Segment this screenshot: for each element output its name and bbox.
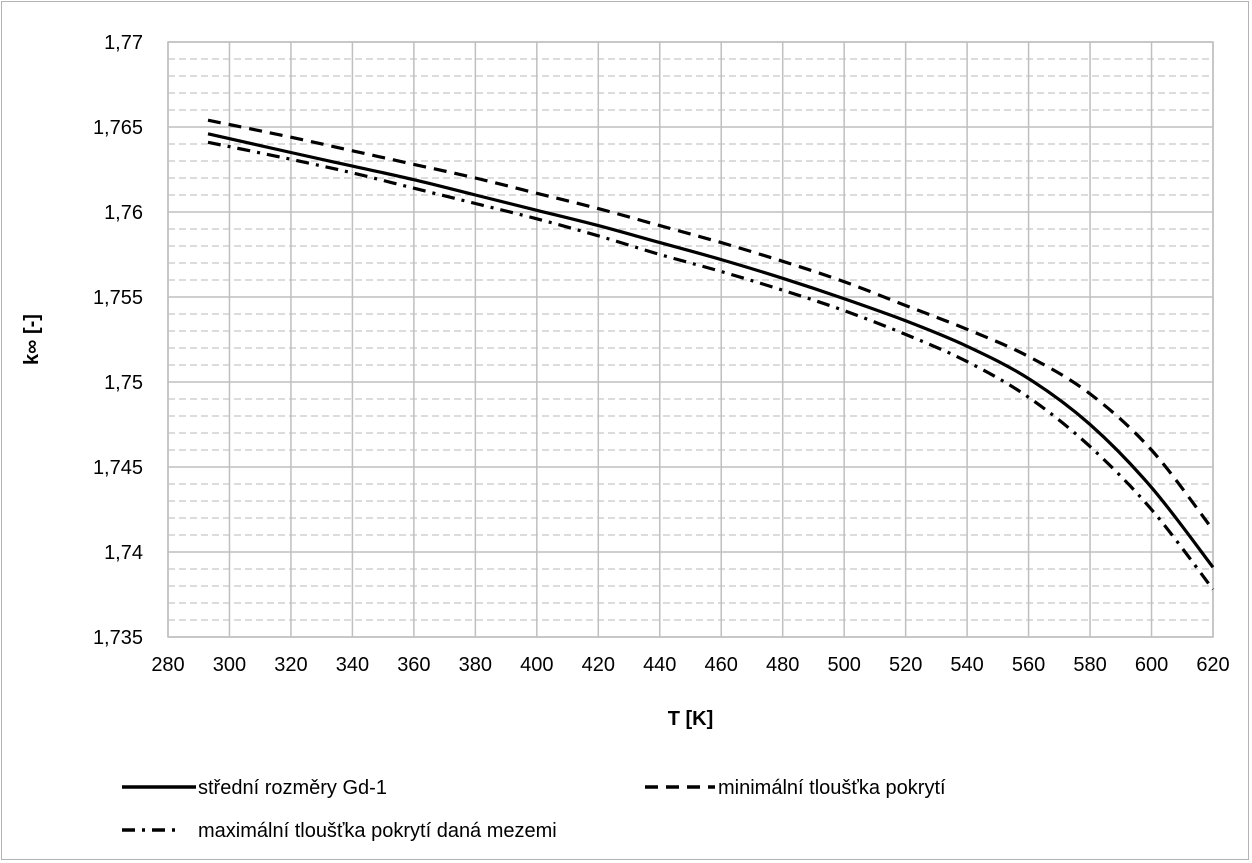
x-tick-label: 480 <box>766 654 799 676</box>
x-axis-title: T [K] <box>668 708 714 730</box>
y-axis-tick-labels: 1,735 1,74 1,745 1,75 1,755 1,76 1,765 1,77 <box>93 32 143 649</box>
x-tick-label: 500 <box>827 654 860 676</box>
x-tick-label: 560 <box>1012 654 1045 676</box>
legend-label-series-3: maximální tloušťka pokrytí daná mezemi <box>198 820 557 842</box>
minor-gridlines <box>168 58 1213 621</box>
legend-item-series-3: maximální tloušťka pokrytí daná mezemi <box>122 820 557 842</box>
y-axis-title: k∞ [-] <box>21 314 43 365</box>
series-layer <box>207 118 1215 591</box>
y-tick-label: 1,75 <box>104 372 143 394</box>
y-tick-label: 1,77 <box>104 32 143 54</box>
legend-item-series-2: minimální tloušťka pokrytí <box>645 777 946 799</box>
series-line-1 <box>207 132 1215 569</box>
major-gridlines <box>167 41 1214 638</box>
series-line-3 <box>207 140 1215 591</box>
x-axis-tick-labels: 280 300 320 340 360 380 400 420 440 460 480 500 520 5… <box>151 654 1229 676</box>
x-tick-label: 320 <box>274 654 307 676</box>
legend: střední rozměry Gd-1 minimální tloušťka … <box>122 777 946 842</box>
y-tick-label: 1,755 <box>93 287 143 309</box>
x-tick-label: 540 <box>950 654 983 676</box>
x-tick-label: 380 <box>459 654 492 676</box>
y-tick-label: 1,765 <box>93 117 143 139</box>
x-tick-label: 580 <box>1073 654 1106 676</box>
x-tick-label: 360 <box>397 654 430 676</box>
legend-label-series-1: střední rozměry Gd-1 <box>198 777 387 799</box>
x-tick-label: 300 <box>213 654 246 676</box>
x-tick-label: 400 <box>520 654 553 676</box>
y-tick-label: 1,74 <box>104 542 143 564</box>
x-tick-label: 620 <box>1196 654 1229 676</box>
x-tick-label: 520 <box>889 654 922 676</box>
y-tick-label: 1,745 <box>93 457 143 479</box>
y-tick-label: 1,735 <box>93 627 143 649</box>
x-tick-label: 600 <box>1135 654 1168 676</box>
x-tick-label: 440 <box>643 654 676 676</box>
series-line-2 <box>207 118 1215 531</box>
x-tick-label: 280 <box>151 654 184 676</box>
x-tick-label: 340 <box>336 654 369 676</box>
legend-item-series-1: střední rozměry Gd-1 <box>122 777 387 799</box>
plot-area-border <box>167 41 1214 638</box>
x-tick-label: 420 <box>582 654 615 676</box>
legend-label-series-2: minimální tloušťka pokrytí <box>718 777 946 799</box>
x-tick-label: 460 <box>705 654 738 676</box>
y-tick-label: 1,76 <box>104 202 143 224</box>
